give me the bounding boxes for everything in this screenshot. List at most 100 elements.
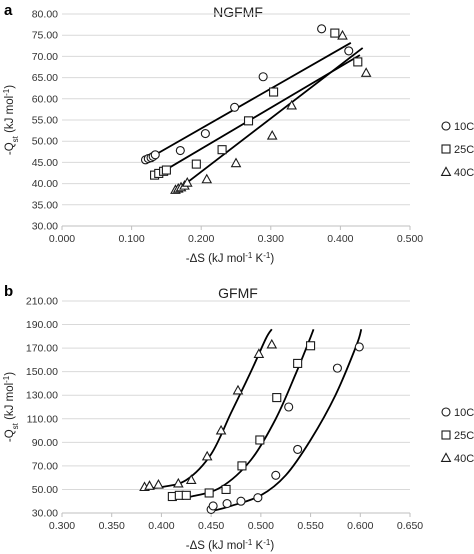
data-point-25c [272,393,282,403]
data-point-25c [204,488,214,498]
data-point-40c [253,348,265,358]
y-tick-label: 210.00 [26,296,58,308]
x-tick-label: 0.400 [148,520,174,532]
y-tick-label: 45.00 [32,157,58,169]
panel-a-grid [62,13,410,227]
data-point-10c [200,129,210,139]
legend-marker-40c [440,166,452,176]
panel-a-trendlines [143,42,364,193]
data-point-40c [201,173,213,184]
legend-marker-40c [440,452,452,462]
panel-a-y-axis-label: -Qst (kJ mol-1) [2,85,20,155]
y-tick-label: 50.00 [32,136,58,148]
y-tick-label: 80.00 [32,9,58,21]
y-tick-label: 90.00 [32,437,58,449]
y-tick-label: 75.00 [32,30,58,42]
legend-marker-10c [441,121,451,131]
x-tick-label: 0.300 [258,233,284,245]
legend-label: 10C [454,407,474,419]
data-point-25c [330,28,340,38]
legend-label: 10C [454,121,474,133]
y-tick-label: 70.00 [32,460,58,472]
data-point-10c [284,402,294,412]
data-point-10c [230,102,240,112]
data-point-10c [236,496,246,506]
panel-a-label: a [4,2,13,19]
data-point-40c [181,177,193,187]
y-tick-label: 70.00 [32,51,58,63]
y-tick-label: 50.00 [32,484,58,496]
panel-b-y-ticks: 30.00 50.00 70.00 90.00 110.00 130.00 150.00 17… [26,296,58,520]
x-tick-label: 0.200 [188,233,214,245]
x-tick-label: 0.350 [99,520,125,532]
panel-b-grid [62,300,410,514]
data-point-25c [306,341,316,351]
data-point-40c [266,129,278,140]
trendline-10c [208,329,363,513]
data-point-10c [332,363,342,373]
panel-b: b GFMF 0.300 0.350 0.400 0.450 0.500 0.550 0.6… [2,283,474,552]
y-tick-label: 35.00 [32,199,58,211]
y-tick-label: 110.00 [27,413,58,425]
data-point-10c [344,46,354,56]
panel-b-legend: 10C 25C 40C [440,407,474,465]
data-point-10c [175,145,185,156]
legend-label: 25C [454,430,474,442]
panel-a-y-ticks: 30.00 35.00 40.00 45.00 50.00 55.00 60.00 65.00… [32,9,58,233]
panel-a: a NGFMF 0.000 0.100 0.200 0.300 0.400 0.500 3… [2,2,474,265]
data-point-10c [293,444,303,454]
panel-b-points [139,338,364,515]
data-point-40c [232,384,244,395]
data-point-25c [243,116,254,126]
legend-label: 25C [454,144,474,156]
data-point-25c [255,435,265,445]
data-point-40c [185,474,197,484]
y-tick-label: 190.00 [26,319,58,331]
legend-label: 40C [454,453,474,465]
data-point-25c [237,461,247,471]
x-tick-label: 0.600 [347,520,373,532]
data-point-25c [217,145,227,155]
data-point-25c [221,484,231,494]
y-tick-label: 60.00 [32,93,58,105]
data-point-40c [144,480,155,490]
data-point-10c [208,501,218,511]
x-tick-label: 0.100 [118,233,144,245]
data-point-25c [161,165,171,175]
trendline-25c [171,328,315,500]
data-point-40c [215,424,227,435]
data-point-40c [153,478,164,489]
data-point-10c [271,470,281,480]
data-point-40c [230,157,242,168]
panel-b-x-axis-label: -ΔS (kJ mol-1 K-1) [186,538,275,553]
y-tick-label: 40.00 [32,178,58,190]
panel-a-legend: 10C 25C 40C [440,121,474,179]
data-point-10c [354,342,364,352]
data-point-40c [173,477,184,488]
y-tick-label: 130.00 [26,390,58,402]
panel-b-label: b [4,283,13,300]
y-tick-label: 30.00 [32,221,58,233]
panel-a-x-axis-label: -ΔS (kJ mol-1 K-1) [186,251,275,266]
x-tick-label: 0.650 [397,520,423,532]
trendline-10c [143,42,352,162]
data-point-25c [293,358,303,368]
data-point-10c [258,72,268,82]
trendline-40c [174,47,364,193]
data-point-25c [269,87,279,97]
data-point-10c [150,150,160,160]
y-tick-label: 30.00 [32,508,58,520]
data-point-40c [266,338,278,349]
data-point-25c [353,57,363,67]
x-tick-label: 0.300 [49,520,75,532]
legend-marker-25c [441,430,451,440]
data-point-25c [191,159,201,169]
data-point-40c [286,99,298,110]
data-point-25c [181,490,191,500]
panel-b-title: GFMF [218,285,258,301]
x-tick-label: 0.500 [248,520,274,532]
panel-a-x-ticks: 0.000 0.100 0.200 0.300 0.400 0.500 [49,226,423,245]
legend-marker-25c [441,144,451,154]
x-tick-label: 0.550 [297,520,323,532]
data-point-40c [360,67,372,77]
